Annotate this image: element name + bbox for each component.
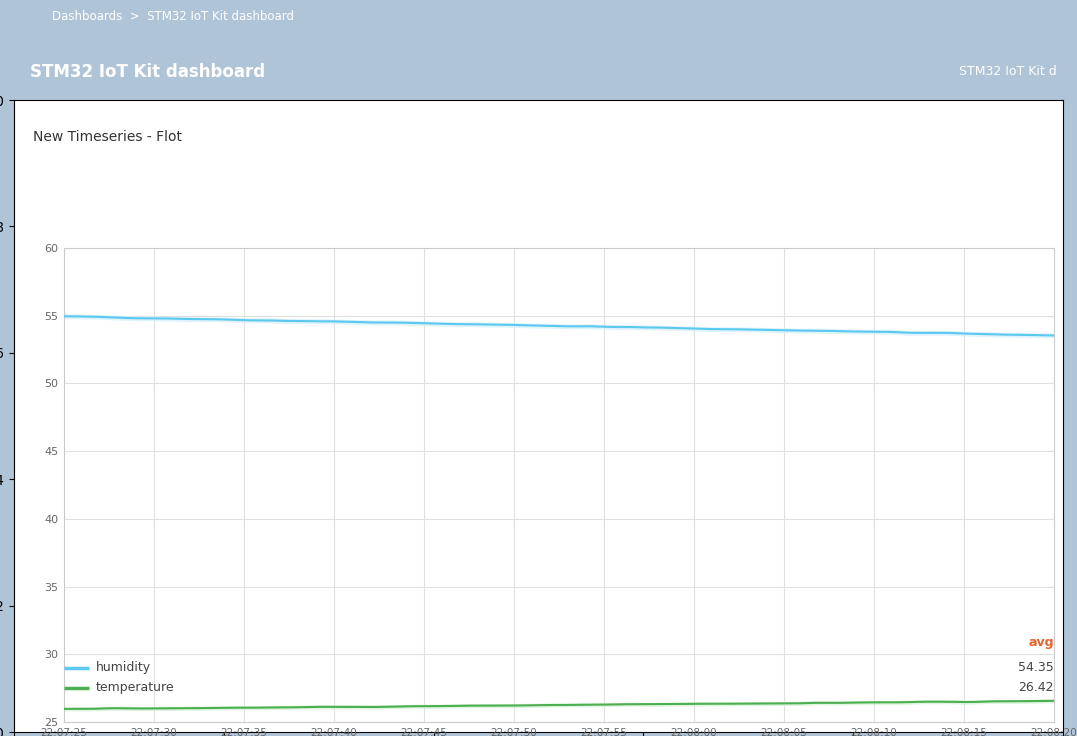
Text: Dashboards  >  STM32 IoT Kit dashboard: Dashboards > STM32 IoT Kit dashboard (52, 10, 294, 23)
Text: avg: avg (1029, 636, 1054, 649)
Text: STM32 IoT Kit dashboard: STM32 IoT Kit dashboard (30, 63, 265, 81)
Text: 54.35: 54.35 (1018, 661, 1054, 674)
Text: humidity: humidity (96, 661, 151, 674)
Text: STM32 IoT Kit d: STM32 IoT Kit d (959, 66, 1057, 79)
Text: New Timeseries - Flot: New Timeseries - Flot (33, 130, 182, 144)
Text: temperature: temperature (96, 681, 174, 694)
Text: 26.42: 26.42 (1019, 681, 1054, 694)
